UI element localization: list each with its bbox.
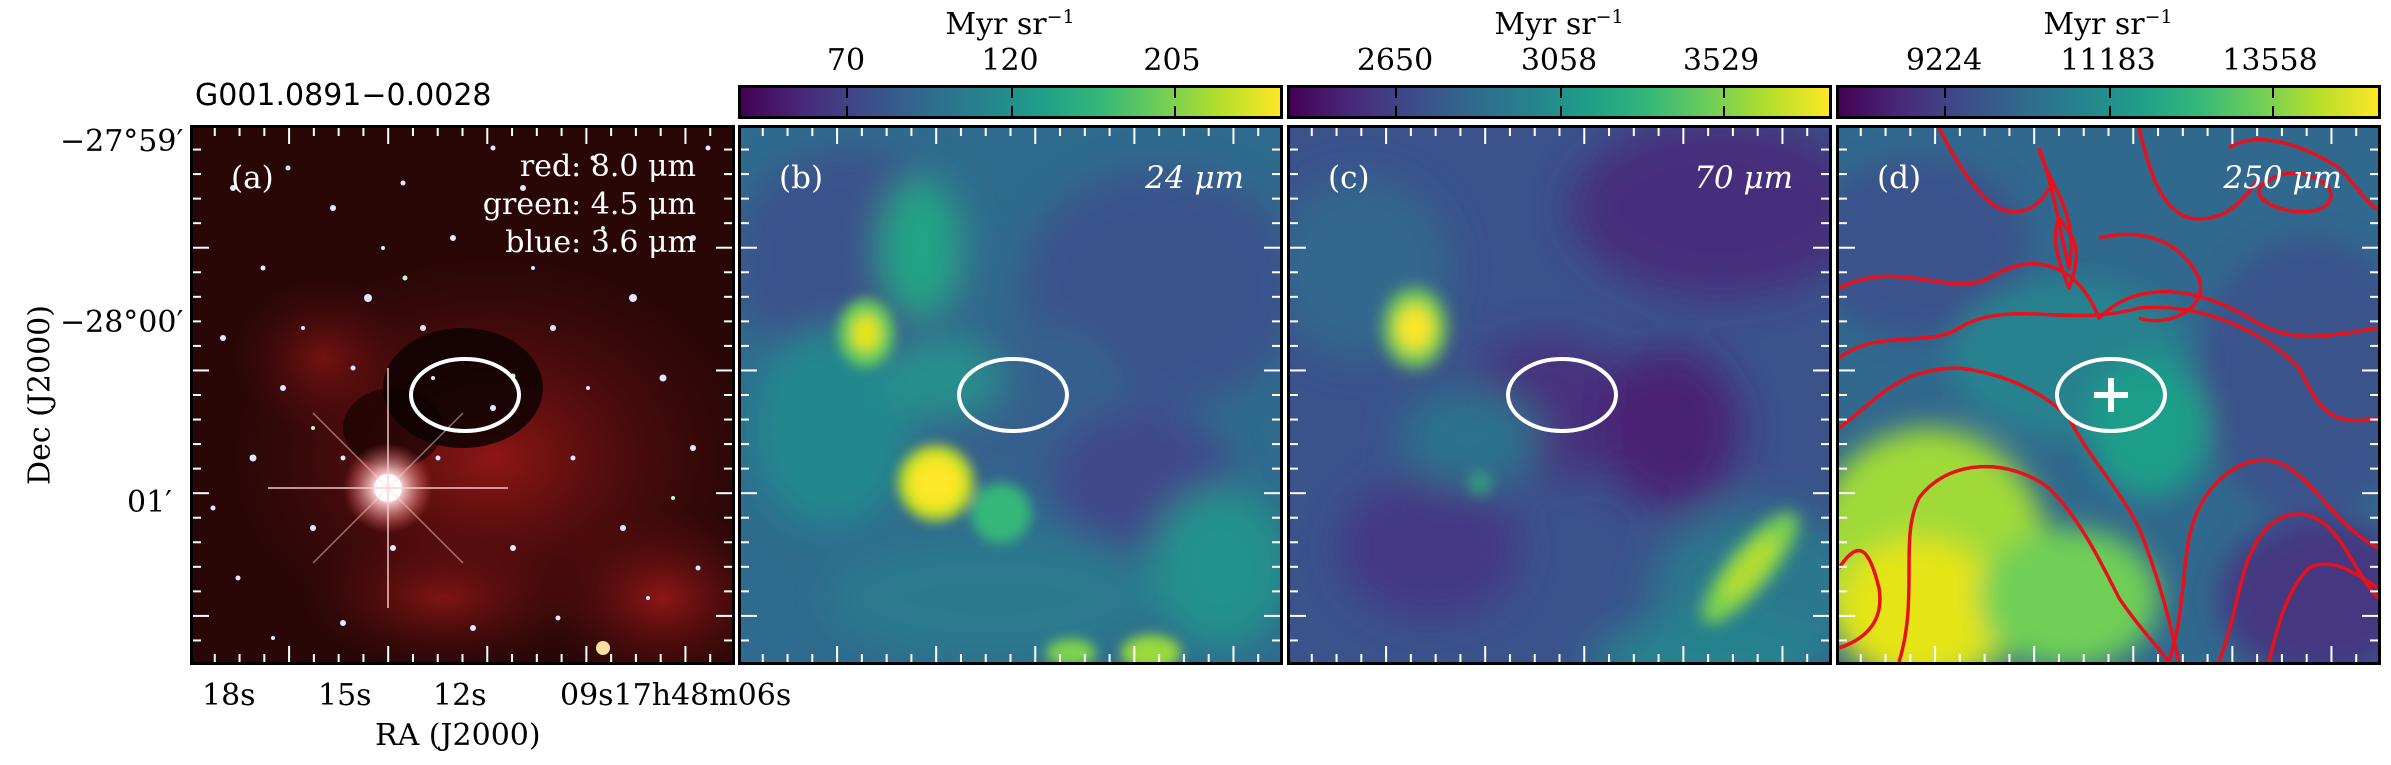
source-ellipse	[957, 357, 1069, 433]
x-tick-label: 18s	[202, 678, 256, 713]
y-axis-title: Dec (J2000)	[22, 305, 58, 485]
y-tick-label: −27°59′	[60, 124, 184, 159]
contour-line	[2098, 232, 2203, 323]
colorbar-tick-label: 120	[981, 43, 1039, 78]
colorbar-tick-label: 13558	[2222, 43, 2318, 78]
contour-line	[2267, 562, 2378, 662]
source-ellipse	[1506, 357, 1618, 433]
colorbar-tick-label: 3058	[1520, 43, 1598, 78]
panel-label: (a)	[231, 160, 274, 196]
contour-line	[2217, 512, 2378, 662]
colorbar-unit: Myr sr−1	[2043, 6, 2173, 42]
colorbar-tick-label: 70	[826, 43, 866, 78]
colorbar-tick-label: 205	[1143, 43, 1201, 78]
contour-line	[2137, 128, 2261, 221]
contour-line	[2053, 216, 2079, 290]
contour-line	[2228, 138, 2378, 210]
contour-line	[1839, 262, 2378, 338]
rgb-green-label: green: 4.5 μm	[482, 187, 696, 222]
contour-line	[1897, 464, 2171, 662]
rgb-legend: red: 8.0 μm green: 4.5 μm blue: 3.6 μm	[483, 148, 696, 262]
rgb-red-label: red: 8.0 μm	[519, 149, 696, 184]
panel-a-rgb-image: (a) red: 8.0 μm green: 4.5 μm blue: 3.6 …	[190, 125, 735, 665]
colorbar-unit: Myr sr−1	[945, 6, 1075, 42]
panel-c-70um-image: (c) 70 μm	[1287, 125, 1832, 665]
y-tick-label: 01′	[127, 485, 172, 520]
x-tick-label: 09s17h48m06s	[560, 678, 792, 713]
colorbar-tick-label: 3529	[1682, 43, 1760, 78]
band-label: 250 μm	[2223, 160, 2342, 196]
contour-line	[2256, 171, 2333, 214]
band-label: 70 μm	[1694, 160, 1793, 196]
source-name: G001.0891−0.0028	[195, 78, 492, 113]
rgb-blue-label: blue: 3.6 μm	[505, 225, 696, 260]
panel-label: (d)	[1877, 160, 1922, 196]
band-label: 24 μm	[1145, 160, 1244, 196]
panel-label: (b)	[779, 160, 824, 196]
source-ellipse	[409, 357, 521, 433]
contour-line	[2037, 147, 2073, 270]
contour-line	[1839, 305, 2378, 423]
y-tick-label: −28°00′	[60, 305, 184, 340]
colorbar-tick-label: 9224	[1905, 43, 1983, 78]
x-axis-title: RA (J2000)	[375, 718, 541, 753]
colorbar-24um	[738, 85, 1283, 119]
colorbar-tick-label: 2650	[1356, 43, 1434, 78]
panel-b-24um-image: (b) 24 μm	[738, 125, 1283, 665]
contour-line	[1937, 128, 2051, 214]
contour-line	[2167, 458, 2378, 662]
colorbar-70um	[1287, 85, 1832, 119]
panel-d-250um-image: (d) 250 μm	[1836, 125, 2381, 665]
source-ellipse	[2055, 357, 2167, 433]
plus-marker-icon	[2094, 378, 2128, 412]
panel-label: (c)	[1328, 160, 1370, 196]
x-tick-label: 15s	[318, 678, 372, 713]
colorbar-unit: Myr sr−1	[1494, 6, 1624, 42]
contour-line	[1839, 548, 1882, 650]
colorbar-tick-label: 11183	[2060, 43, 2156, 78]
colorbar-250um	[1836, 85, 2381, 119]
x-tick-label: 12s	[433, 678, 487, 713]
